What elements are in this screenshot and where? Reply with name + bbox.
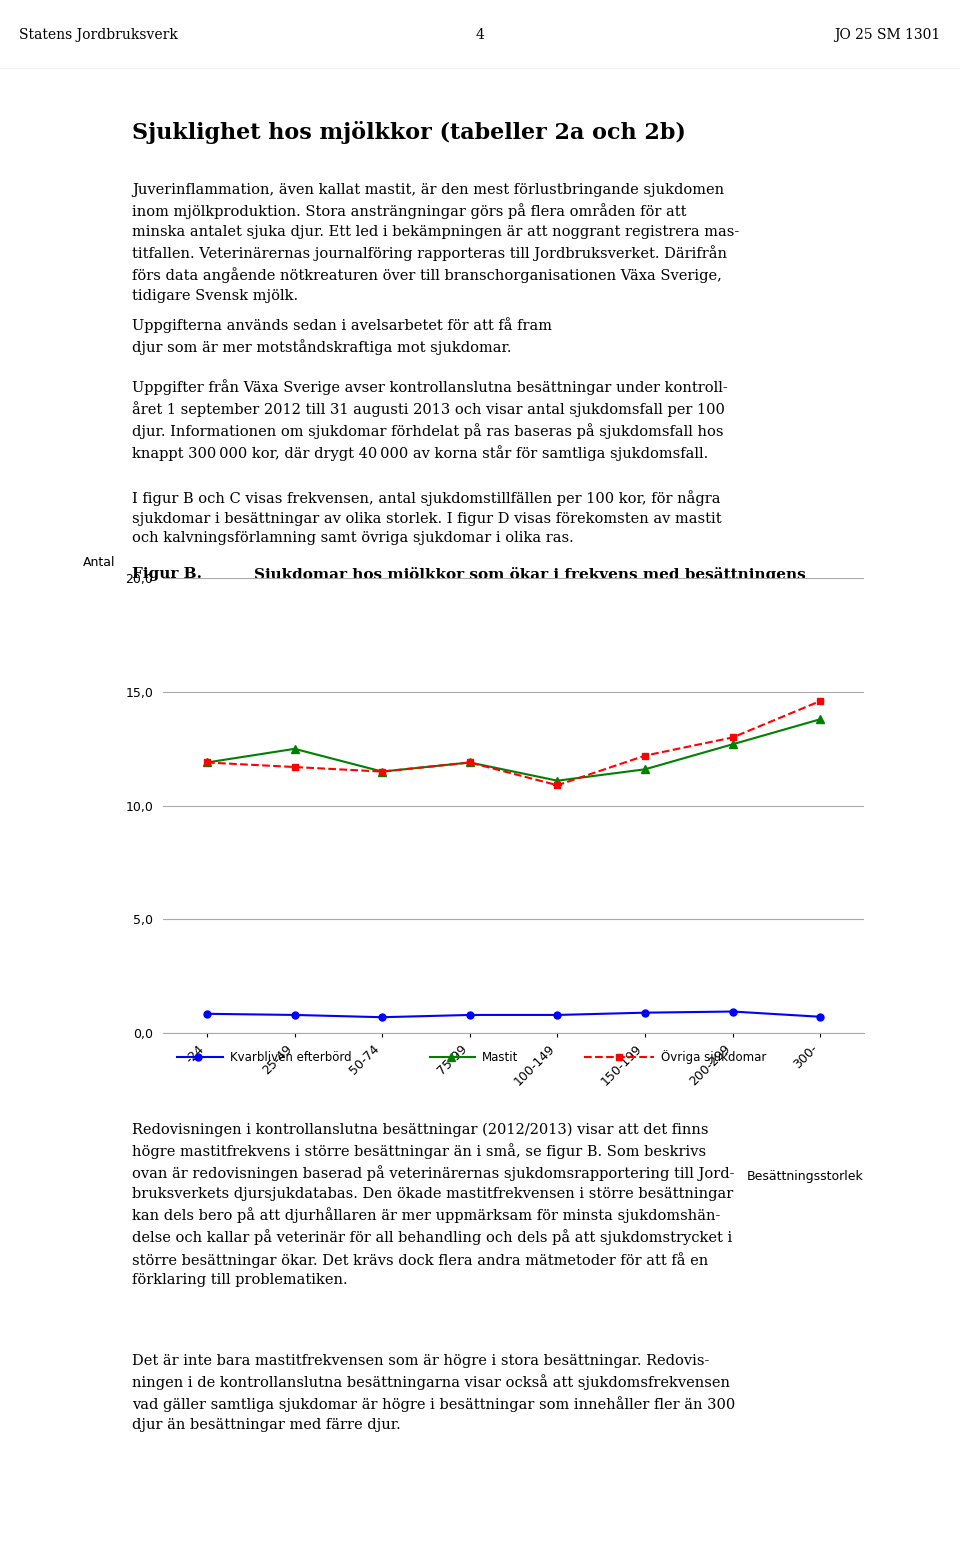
Text: Juverinflammation, även kallat mastit, är den mest förlustbringande sjukdomen
in: Juverinflammation, även kallat mastit, ä… [132, 183, 739, 302]
Text: Det är inte bara mastitfrekvensen som är högre i stora besättningar. Redovis-
ni: Det är inte bara mastitfrekvensen som är… [132, 1354, 735, 1431]
Text: storlek, 2012/2013, antal sjukdomsfall per 100 djur: storlek, 2012/2013, antal sjukdomsfall p… [254, 594, 695, 608]
Text: Figur B.: Figur B. [132, 567, 203, 581]
Text: Sjukdomar hos mjölkkor som ökar i frekvens med besättningens: Sjukdomar hos mjölkkor som ökar i frekve… [254, 567, 806, 583]
Text: 4: 4 [475, 28, 485, 42]
Text: I figur B och C visas frekvensen, antal sjukdomstillfällen per 100 kor, för någr: I figur B och C visas frekvensen, antal … [132, 490, 722, 546]
Text: Övriga sjukdomar: Övriga sjukdomar [660, 1050, 766, 1064]
Text: JO 25 SM 1301: JO 25 SM 1301 [834, 28, 941, 42]
Text: Mastit: Mastit [482, 1050, 518, 1064]
Text: Kvarbliven efterbörd: Kvarbliven efterbörd [229, 1050, 351, 1064]
Text: Besättningsstorlek: Besättningsstorlek [747, 1169, 864, 1183]
Text: Antal: Antal [83, 557, 115, 569]
Text: Uppgifterna används sedan i avelsarbetet för att få fram
djur som är mer motstån: Uppgifterna används sedan i avelsarbetet… [132, 316, 552, 355]
Text: Statens Jordbruksverk: Statens Jordbruksverk [19, 28, 178, 42]
Text: Uppgifter från Växa Sverige avser kontrollanslutna besättningar under kontroll-
: Uppgifter från Växa Sverige avser kontro… [132, 379, 728, 461]
Text: Redovisningen i kontrollanslutna besättningar (2012/2013) visar att det finns
hö: Redovisningen i kontrollanslutna besättn… [132, 1123, 734, 1288]
Text: Sjuklighet hos mjölkkor (tabeller 2a och 2b): Sjuklighet hos mjölkkor (tabeller 2a och… [132, 120, 686, 143]
